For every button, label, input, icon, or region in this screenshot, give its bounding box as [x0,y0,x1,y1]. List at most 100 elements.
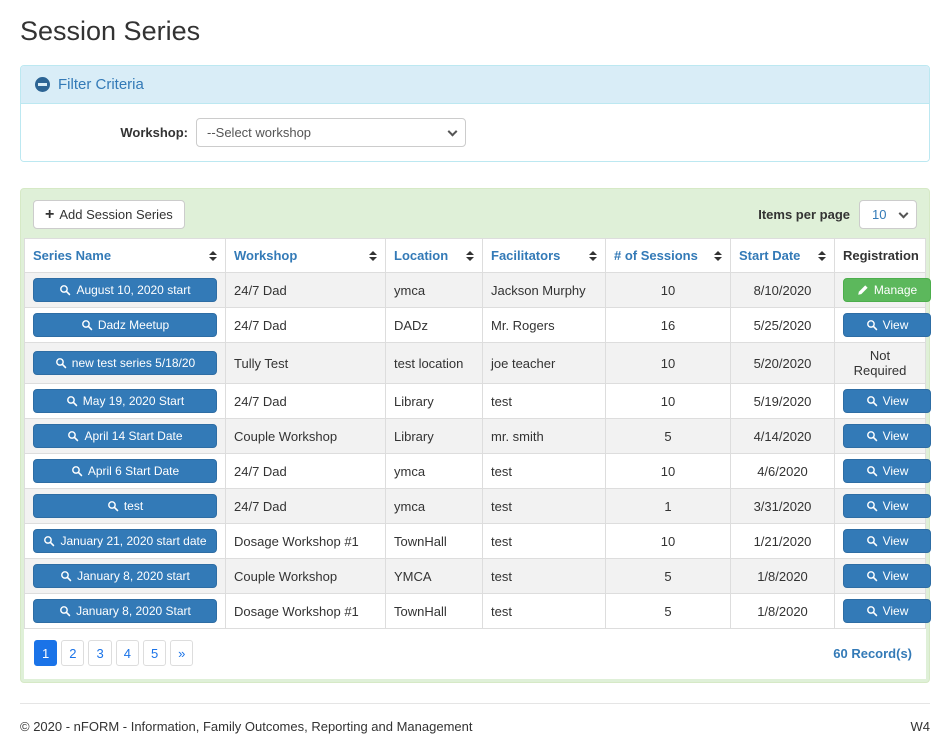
pencil-icon [858,285,868,295]
grid-footer: 1 2 3 4 5» 60 Record(s) [24,629,926,679]
filter-criteria-header[interactable]: Filter Criteria [21,66,929,104]
view-button-label: View [882,318,909,332]
view-button[interactable]: View [843,389,931,413]
series-name-label: test [123,499,144,513]
filter-criteria-title: Filter Criteria [58,76,144,93]
sort-icon[interactable] [714,250,722,261]
column-header[interactable]: Workshop [225,238,386,273]
table-header-row: Series Name Workshop Location Facilitato… [24,238,926,273]
pagination-next-button[interactable]: » [170,640,194,666]
facilitators-cell: Jackson Murphy [482,272,606,308]
start-date-cell: 8/10/2020 [730,272,835,308]
footer-copyright: © 2020 - nFORM - Information, Family Out… [20,719,473,734]
series-name-cell: May 19, 2020 Start [24,383,226,419]
search-icon [107,501,119,512]
column-header[interactable]: Series Name [24,238,226,273]
series-name-button[interactable]: January 8, 2020 Start [33,599,217,623]
workshop-select[interactable]: --Select workshop [196,118,466,147]
start-date-cell: 4/6/2020 [730,453,835,489]
grid-body: Series Name Workshop Location Facilitato… [24,238,931,679]
table-row: January 8, 2020 Start Dosage Workshop #1… [24,593,931,629]
column-header[interactable]: Location [385,238,483,273]
column-header[interactable]: Start Date [730,238,835,273]
series-name-button[interactable]: Dadz Meetup [33,313,217,337]
pagination-page-button[interactable]: 5 [142,640,167,666]
view-button[interactable]: View [843,599,931,623]
view-button[interactable]: View [843,529,931,553]
workshop-cell: 24/7 Dad [225,272,386,308]
sessions-cell: 10 [605,523,731,559]
manage-button[interactable]: Manage [843,278,931,302]
sessions-cell: 1 [605,488,731,524]
sessions-cell: 16 [605,307,731,343]
sort-icon[interactable] [818,250,826,261]
search-icon [68,431,79,442]
sort-icon[interactable] [466,250,474,261]
view-button[interactable]: View [843,564,931,588]
registration-cell: Not Required [834,342,926,384]
pagination-page-button[interactable]: 1 [34,640,58,666]
location-cell: ymca [385,453,483,489]
view-button[interactable]: View [843,424,931,448]
column-header[interactable]: Registration [834,238,926,273]
footer-divider [20,703,930,704]
sort-icon[interactable] [209,250,217,261]
search-icon [866,571,877,582]
location-cell: ymca [385,488,483,524]
workshop-cell: 24/7 Dad [225,307,386,343]
view-button-label: View [882,394,909,408]
sort-icon[interactable] [369,250,377,261]
series-name-button[interactable]: April 6 Start Date [33,459,217,483]
grid-toolbar: + Add Session Series Items per page 10 [24,192,926,238]
registration-cell: View [834,593,931,629]
items-per-page-select[interactable]: 10 [859,200,917,229]
search-icon [866,606,877,617]
record-count: 60 Record(s) [833,645,912,661]
series-name-button[interactable]: new test series 5/18/20 [33,351,217,375]
series-name-button[interactable]: test [33,494,217,518]
search-icon [44,536,55,547]
series-name-label: April 14 Start Date [84,429,183,443]
items-per-page-label: Items per page [758,207,850,222]
pagination-page-button[interactable]: 4 [115,640,139,666]
search-icon [866,501,877,512]
workshop-cell: 24/7 Dad [225,383,386,419]
facilitators-cell: test [482,488,606,524]
view-button[interactable]: View [843,494,931,518]
add-session-series-button[interactable]: + Add Session Series [33,200,185,229]
view-button[interactable]: View [843,459,931,483]
search-icon [61,571,72,582]
pagination-page-button[interactable]: 2 [61,640,85,666]
series-name-button[interactable]: January 8, 2020 start [33,564,217,588]
view-button-label: View [882,464,909,478]
series-name-button[interactable]: January 21, 2020 start date [33,529,217,553]
column-header-label: Facilitators [491,248,561,263]
start-date-cell: 4/14/2020 [730,418,835,454]
minus-circle-icon[interactable] [35,77,50,92]
sort-icon[interactable] [589,250,597,261]
table-row: January 8, 2020 start Couple Workshop YM… [24,558,931,594]
pagination-page-button[interactable]: 3 [88,640,112,666]
registration-cell: View [834,558,931,594]
view-button[interactable]: View [843,313,931,337]
series-name-label: Dadz Meetup [97,318,170,332]
series-name-button[interactable]: August 10, 2020 start [33,278,217,302]
table-row: Dadz Meetup 24/7 Dad DADz Mr. Rogers 16 … [24,307,931,343]
workshop-cell: Couple Workshop [225,558,386,594]
start-date-cell: 5/20/2020 [730,342,835,384]
location-cell: Library [385,418,483,454]
view-button-label: View [882,499,909,513]
search-icon [866,466,877,477]
view-button-label: View [882,429,909,443]
location-cell: TownHall [385,593,483,629]
registration-status: Not Required [853,348,907,378]
facilitators-cell: mr. smith [482,418,606,454]
series-name-button[interactable]: April 14 Start Date [33,424,217,448]
column-header[interactable]: # of Sessions [605,238,731,273]
series-name-button[interactable]: May 19, 2020 Start [33,389,217,413]
column-header[interactable]: Facilitators [482,238,606,273]
series-name-label: August 10, 2020 start [76,283,191,297]
session-series-table: Series Name Workshop Location Facilitato… [24,238,931,629]
table-row: April 6 Start Date 24/7 Dad ymca test 10… [24,453,931,489]
series-name-cell: new test series 5/18/20 [24,342,226,384]
